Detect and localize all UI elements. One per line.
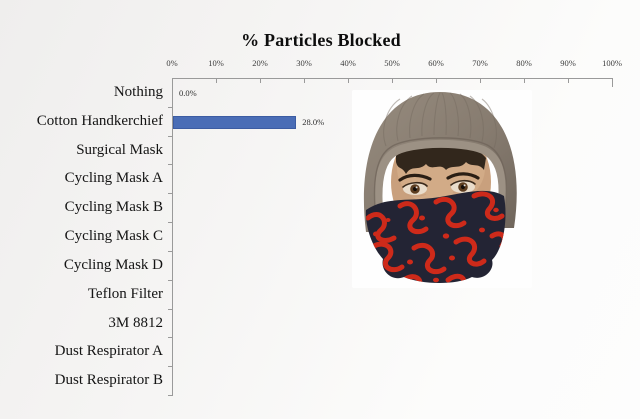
y-axis-tick-mark <box>168 164 173 166</box>
x-axis-tick-mark <box>348 79 349 83</box>
y-axis-tick-mark <box>168 279 173 281</box>
category-label: Cycling Mask A <box>64 170 163 187</box>
beanie-hat <box>363 92 517 232</box>
y-axis-tick-mark <box>168 193 173 195</box>
beanie-ribbing <box>383 92 497 149</box>
x-axis-tick-mark <box>436 79 437 83</box>
x-axis-tick-label: 70% <box>472 58 488 68</box>
category-label: Cycling Mask B <box>64 199 163 216</box>
bar-value-label: 0.0% <box>179 88 197 98</box>
y-axis-tick-mark <box>168 250 173 252</box>
plot-area: 0.0% 28.0% <box>168 78 613 396</box>
x-axis-tick-label: 90% <box>560 58 576 68</box>
masked-face-photo <box>352 90 532 288</box>
y-axis-tick-mark <box>168 106 173 108</box>
x-axis-tick-mark <box>304 79 305 83</box>
bar-value-label: 28.0% <box>302 116 325 127</box>
eyebrows <box>398 172 480 182</box>
x-axis-tick-mark <box>392 79 393 83</box>
x-axis-tick-label: 0% <box>166 58 178 68</box>
y-axis-tick-mark <box>168 366 173 368</box>
hair-fringe <box>396 143 486 174</box>
x-axis-tick-label: 50% <box>384 58 400 68</box>
category-label: 3M 8812 <box>108 314 163 331</box>
y-axis-tick-mark <box>168 395 173 396</box>
y-axis-tick-mark <box>168 337 173 339</box>
x-axis-tick-label: 40% <box>340 58 356 68</box>
category-label: Cycling Mask D <box>63 256 163 273</box>
category-label: Surgical Mask <box>76 141 163 158</box>
bandana-red-blobs <box>373 207 499 283</box>
x-axis-tick-mark <box>524 79 525 83</box>
beanie-brim <box>374 139 507 232</box>
y-axis-tick-mark <box>168 308 173 310</box>
x-axis-tick-mark <box>568 79 569 83</box>
category-label: Dust Respirator B <box>54 372 163 389</box>
x-axis-tick-mark <box>216 79 217 83</box>
x-axis-tick-label: 60% <box>428 58 444 68</box>
x-axis-tick-mark <box>480 79 481 83</box>
category-label: Dust Respirator A <box>54 343 163 360</box>
x-axis-tick-mark <box>260 79 261 83</box>
category-label: Teflon Filter <box>87 285 163 302</box>
x-axis-tick-label: 20% <box>252 58 268 68</box>
x-axis-tick-label: 10% <box>208 58 224 68</box>
y-axis-tick-mark <box>168 222 173 224</box>
chart-title: % Particles Blocked <box>241 30 401 50</box>
bar <box>173 115 297 129</box>
y-axis-tick-mark <box>168 135 173 137</box>
x-axis-tick-label: 80% <box>516 58 532 68</box>
category-label: Cotton Handkerchief <box>36 112 163 129</box>
category-label: Nothing <box>113 84 163 100</box>
category-label: Cycling Mask C <box>64 228 163 245</box>
x-axis-tick-mark <box>612 79 613 87</box>
bandana-red-pattern <box>365 191 506 284</box>
x-axis-tick-label: 30% <box>296 58 312 68</box>
x-axis-tick-label: 100% <box>602 58 622 68</box>
